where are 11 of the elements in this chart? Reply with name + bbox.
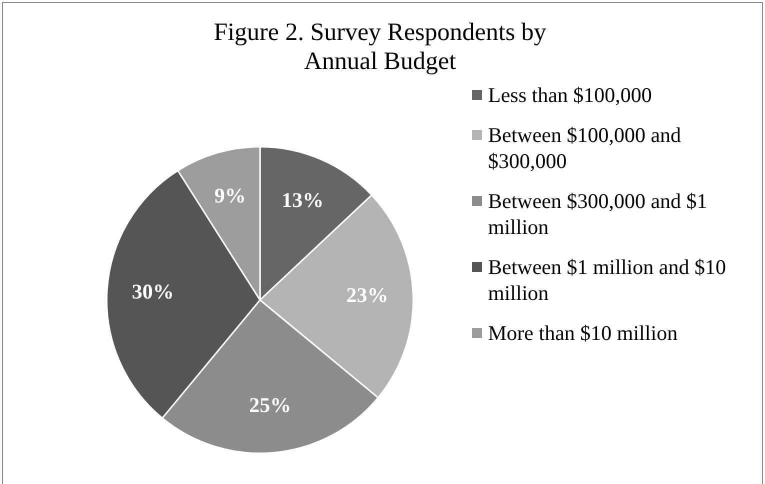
legend-label: More than $10 million xyxy=(488,321,678,345)
chart-title: Figure 2. Survey Respondents by Annual Budget xyxy=(212,18,548,76)
legend-label: Between $1 million and $10 million xyxy=(488,255,726,305)
data-label: 23% xyxy=(346,283,388,308)
data-label: 9% xyxy=(214,183,246,208)
data-label: 13% xyxy=(282,188,324,212)
data-label: 30% xyxy=(132,280,174,304)
legend-label: Between $300,000 and $1 million xyxy=(488,189,708,239)
data-label: 25% xyxy=(249,393,292,418)
legend-label: Between $100,000 and $300,000 xyxy=(488,123,682,173)
legend-label: Less than $100,000 xyxy=(488,83,652,107)
